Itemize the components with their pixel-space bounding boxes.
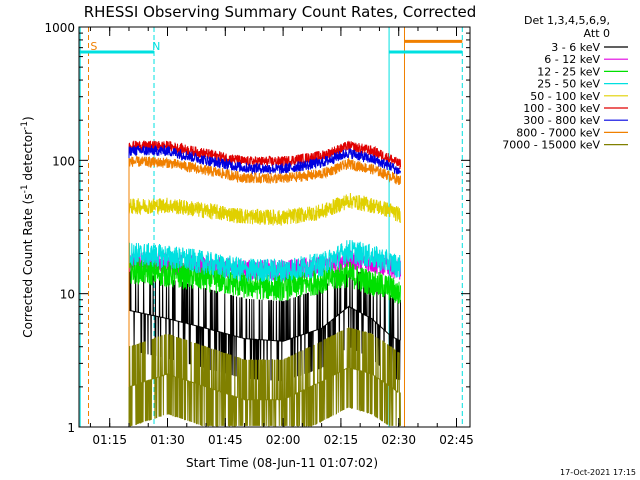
legend-label: 7000 - 15000 keV bbox=[502, 139, 600, 152]
series-line bbox=[128, 239, 401, 427]
x-tick-label: 01:15 bbox=[92, 433, 127, 447]
y-tick-label: 10 bbox=[60, 288, 75, 302]
x-tick-label: 02:30 bbox=[381, 433, 416, 447]
legend-label: 300 - 800 keV bbox=[523, 114, 600, 127]
legend-label: 800 - 7000 keV bbox=[516, 126, 600, 139]
x-tick-label: 02:00 bbox=[266, 433, 301, 447]
legend-label: 25 - 50 keV bbox=[537, 78, 600, 91]
chart-title: RHESSI Observing Summary Count Rates, Co… bbox=[84, 3, 477, 21]
series-line bbox=[128, 267, 401, 427]
x-tick-label: 02:45 bbox=[439, 433, 474, 447]
y-tick-label: 1000 bbox=[44, 21, 75, 35]
y-axis: 1 10 100 1000 bbox=[44, 21, 470, 435]
y-tick-label: 100 bbox=[52, 154, 75, 168]
x-tick-label: 01:30 bbox=[150, 433, 185, 447]
plot-frame bbox=[78, 26, 471, 428]
legend-label: 6 - 12 keV bbox=[544, 53, 600, 66]
series-line bbox=[128, 144, 401, 427]
series-line bbox=[128, 192, 401, 427]
x-axis-label: Start Time (08-Jun-11 01:07:02) bbox=[186, 456, 378, 470]
legend-label: 50 - 100 keV bbox=[530, 90, 600, 103]
legend-label: 3 - 6 keV bbox=[551, 41, 600, 54]
y-tick-label: 1 bbox=[67, 421, 75, 435]
marker-label: S bbox=[90, 40, 97, 53]
x-tick-label: 02:15 bbox=[324, 433, 359, 447]
legend-label: 100 - 300 keV bbox=[523, 102, 600, 115]
series-line bbox=[128, 155, 401, 427]
x-axis: 01:15 01:30 01:45 02:00 02:15 02:30 02:45 bbox=[89, 27, 474, 447]
marker-label: N bbox=[152, 40, 160, 53]
legend-label: 12 - 25 keV bbox=[537, 65, 600, 78]
footer-date: 17-Oct-2021 17:15 bbox=[560, 468, 636, 477]
y-axis-label: Corrected Count Rate (s-1 detector-1) bbox=[20, 116, 35, 337]
series-line bbox=[128, 327, 401, 427]
legend-header: Det 1,3,4,5,6,9, bbox=[524, 14, 610, 27]
legend-header: Att 0 bbox=[584, 27, 610, 40]
series-line bbox=[128, 140, 401, 427]
x-tick-label: 01:45 bbox=[208, 433, 243, 447]
